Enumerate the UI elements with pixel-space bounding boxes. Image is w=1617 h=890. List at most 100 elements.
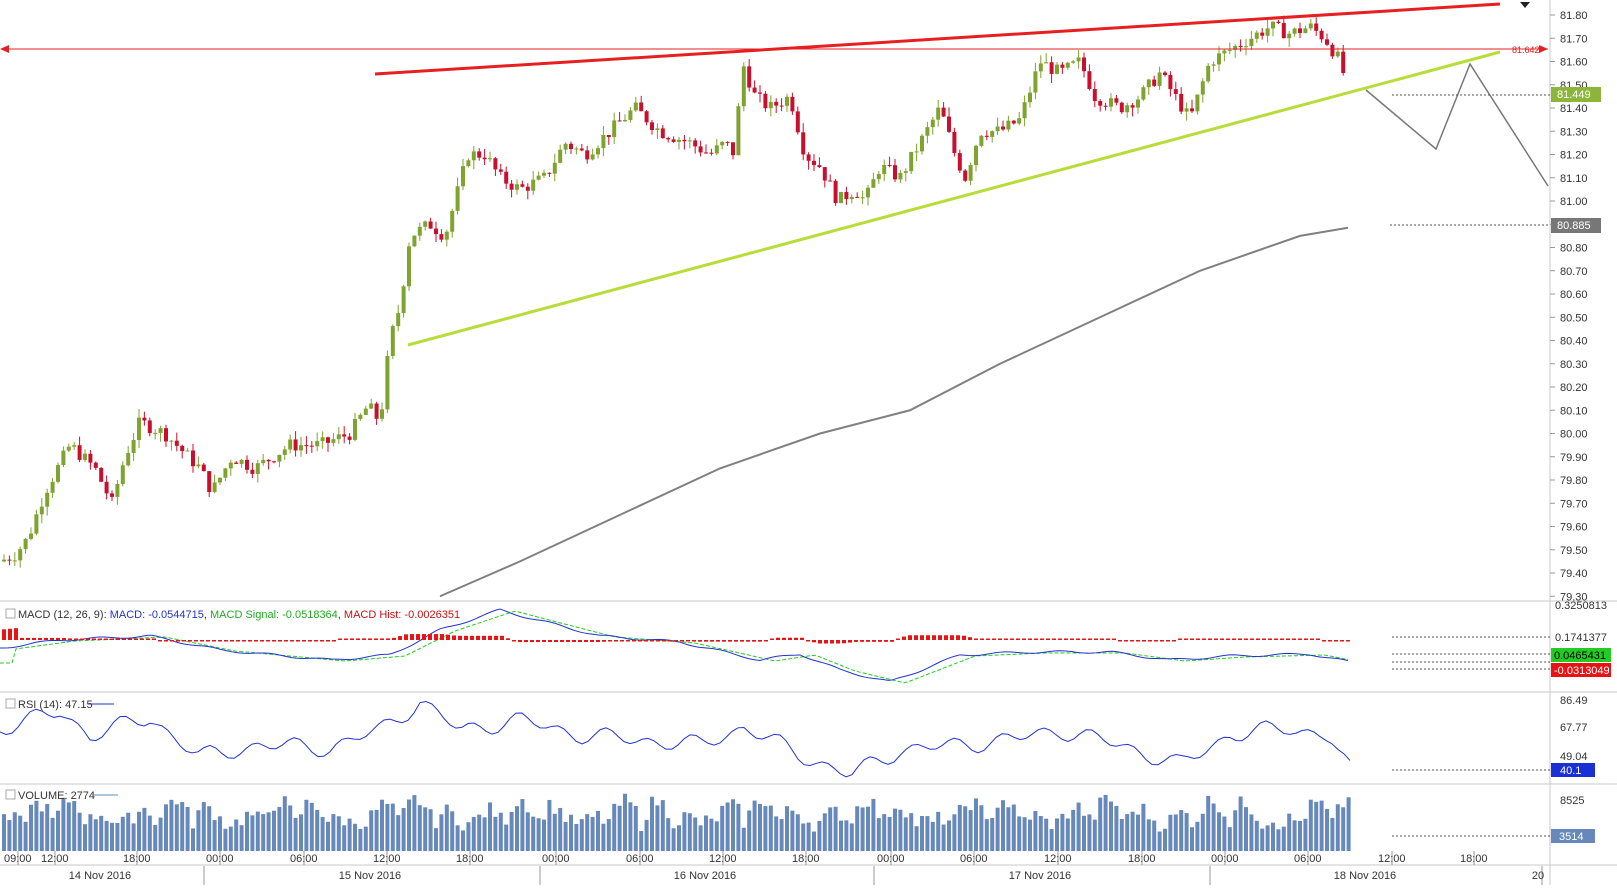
macd-histogram-bar: [1178, 638, 1182, 640]
volume-bar: [596, 810, 600, 851]
date-tick-label: 17 Nov 2016: [1009, 870, 1071, 882]
date-tick-label: 16 Nov 2016: [674, 870, 736, 882]
candle-body: [29, 533, 33, 539]
price-tick-label: 81.30: [1560, 126, 1588, 138]
candle-body: [120, 465, 125, 484]
volume-bar: [741, 827, 746, 851]
macd-histogram-bar: [920, 635, 924, 640]
rsi-tick-label: 86.49: [1560, 695, 1588, 707]
macd-histogram-bar: [56, 637, 60, 640]
volume-bar: [34, 800, 39, 851]
macd-histogram-bar: [596, 640, 600, 642]
candle-body: [731, 142, 735, 156]
volume-close-icon[interactable]: [5, 789, 16, 800]
volume-bar: [515, 806, 519, 851]
volume-bar: [1092, 819, 1097, 851]
candle-body: [790, 96, 795, 112]
candle-body: [444, 231, 449, 240]
volume-bar: [709, 818, 714, 851]
chart-menu-icon[interactable]: [1520, 2, 1530, 8]
macd-histogram-bar: [332, 640, 336, 642]
macd-histogram-bar: [890, 640, 894, 642]
candle-body: [812, 160, 816, 166]
volume-bar: [687, 813, 692, 851]
volume-bar: [893, 808, 897, 851]
volume-bar: [191, 828, 195, 851]
volume-bar: [812, 831, 816, 851]
macd-histogram-bar: [944, 635, 948, 640]
candle-body: [288, 439, 293, 450]
macd-histogram-bar: [818, 640, 822, 644]
macd-histogram-bar: [1208, 638, 1212, 640]
macd-histogram-bar: [1058, 638, 1062, 640]
macd-histogram-bar: [308, 640, 312, 642]
candle-body: [1276, 21, 1281, 23]
volume-bar: [947, 820, 951, 851]
candle-body: [380, 409, 384, 419]
support-trendline[interactable]: [407, 50, 1501, 347]
macd-histogram-bar: [1148, 640, 1152, 642]
candle-body: [990, 131, 995, 137]
resistance-left-arrow[interactable]: [0, 45, 9, 53]
macd-histogram-bar: [158, 640, 162, 642]
volume-bar: [1335, 804, 1340, 851]
candle-body: [520, 184, 525, 187]
volume-bar: [941, 824, 946, 851]
volume-bar: [1098, 797, 1103, 851]
volume-bar: [1179, 810, 1184, 851]
resistance-trendline[interactable]: [374, 2, 1501, 76]
macd-histogram-bar: [1112, 638, 1116, 640]
candle-body: [428, 221, 433, 229]
candle-body: [914, 151, 919, 153]
macd-histogram-bar: [326, 640, 330, 642]
candle-body: [1092, 89, 1097, 102]
macd-close-icon[interactable]: [5, 608, 16, 619]
current-price-label: 81.449: [1557, 89, 1591, 101]
volume-bar: [1060, 813, 1065, 851]
candle-body: [347, 436, 352, 440]
volume-bar: [1303, 818, 1308, 851]
candle-body: [628, 110, 633, 120]
macd-histogram-bar: [1166, 640, 1170, 642]
candle-body: [984, 135, 989, 137]
macd-histogram-bar: [1202, 638, 1206, 640]
volume-bar: [758, 803, 762, 851]
rsi-group: [0, 701, 1351, 778]
macd-histogram-bar: [710, 640, 714, 642]
candle-body: [1055, 64, 1059, 74]
candle-body: [1308, 23, 1313, 29]
macd-histogram-bar: [1088, 638, 1092, 640]
volume-bar: [1298, 820, 1302, 851]
volume-bar: [925, 816, 930, 851]
rsi-value-label: 40.1: [1560, 765, 1581, 777]
price-tick-label: 79.60: [1560, 522, 1588, 534]
volume-bar: [304, 799, 309, 851]
candle-body: [66, 446, 71, 451]
volume-bar: [1200, 813, 1205, 851]
time-tick-label: 06:00: [960, 853, 988, 865]
candle-body: [266, 459, 271, 462]
macd-histogram-bar: [1136, 640, 1140, 642]
candle-body: [920, 135, 924, 152]
macd-histogram-bar: [1316, 638, 1320, 640]
volume-legend: VOLUME: 2774: [18, 790, 95, 802]
candle-body: [720, 141, 725, 146]
volume-bar: [1076, 802, 1081, 851]
time-tick-label: 00:00: [877, 853, 905, 865]
volume-bar: [585, 814, 590, 851]
projection-line[interactable]: [1365, 62, 1549, 187]
volume-bar: [1103, 794, 1108, 851]
volume-bar: [77, 812, 82, 851]
macd-histogram-bar: [578, 640, 582, 642]
candle-body: [525, 186, 530, 191]
rsi-close-icon[interactable]: [5, 698, 16, 709]
resistance-right-arrow[interactable]: [1539, 45, 1548, 53]
macd-histogram-bar: [1004, 638, 1008, 640]
volume-bar: [590, 816, 595, 851]
volume-bar: [1233, 810, 1238, 851]
macd-histogram-bar: [1094, 638, 1098, 640]
volume-bar: [849, 823, 854, 851]
volume-bar: [774, 816, 779, 851]
candle-body: [250, 469, 255, 474]
